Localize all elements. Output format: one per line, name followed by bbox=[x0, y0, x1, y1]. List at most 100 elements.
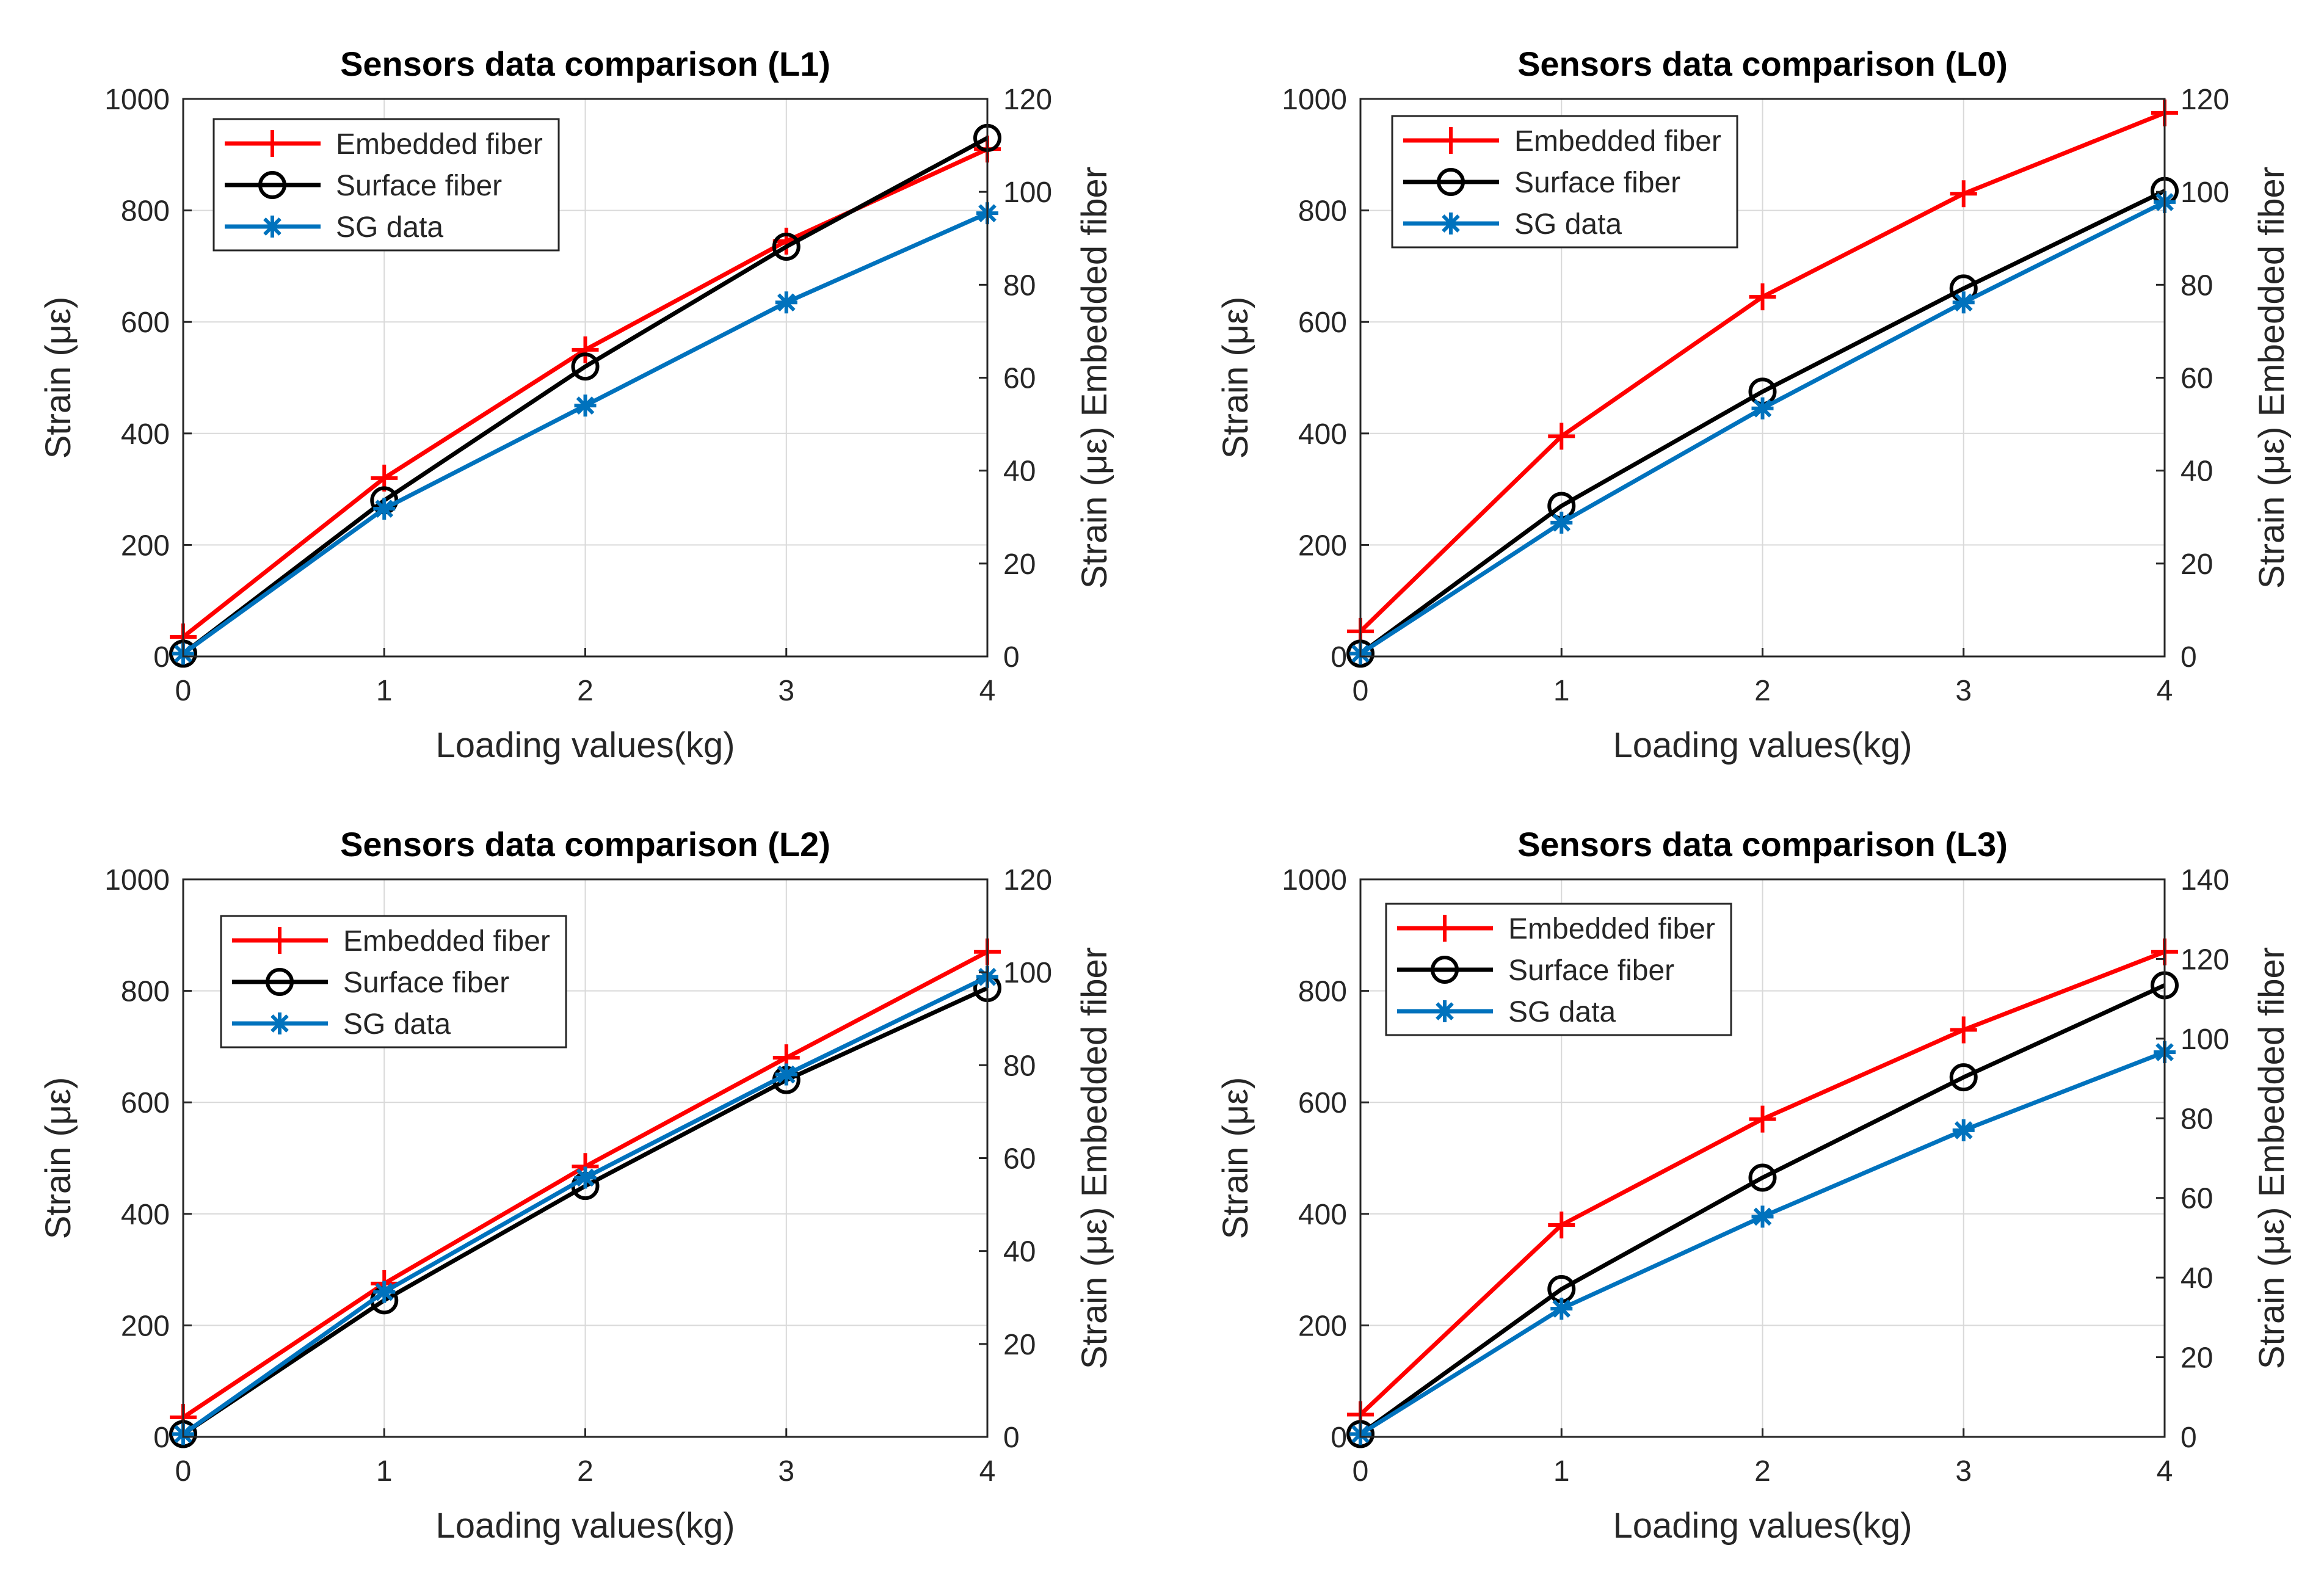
y-tick-label-right: 20 bbox=[2181, 548, 2213, 581]
y-tick-label-right: 140 bbox=[2181, 864, 2229, 896]
x-tick-label: 0 bbox=[175, 675, 192, 707]
y-tick-label-right: 120 bbox=[1003, 84, 1052, 116]
y-tick-label-right: 120 bbox=[2181, 84, 2229, 116]
y-tick-label-right: 0 bbox=[1003, 641, 1020, 674]
x-tick-label: 2 bbox=[1754, 675, 1771, 707]
legend-label: SG data bbox=[1514, 208, 1622, 241]
data-point-asterisk bbox=[373, 498, 396, 520]
data-point-asterisk bbox=[1952, 291, 1975, 314]
y-tick-label-right: 40 bbox=[2181, 1262, 2213, 1295]
y-tick-label-left: 400 bbox=[121, 418, 170, 451]
x-tick-label: 1 bbox=[1553, 1455, 1570, 1488]
legend: Embedded fiber Surface fiber SG data bbox=[220, 915, 567, 1049]
y-tick-label-left: 600 bbox=[1298, 307, 1347, 339]
legend-label: SG data bbox=[1508, 996, 1616, 1028]
series-line-circle bbox=[1359, 189, 2166, 656]
y-tick-label-right: 100 bbox=[1003, 957, 1052, 989]
x-tick-label: 0 bbox=[175, 1455, 192, 1488]
legend-label: Embedded fiber bbox=[343, 925, 550, 958]
legend: Embedded fiber Surface fiber SG data bbox=[212, 118, 560, 252]
y-tick-label-left: 800 bbox=[1298, 195, 1347, 228]
y-tick-label-right: 60 bbox=[1003, 1143, 1036, 1176]
data-point-asterisk bbox=[373, 1281, 396, 1303]
y-tick-label-left: 400 bbox=[1298, 418, 1347, 451]
x-tick-label: 3 bbox=[1955, 675, 1972, 707]
legend-marker-plus bbox=[1431, 915, 1458, 942]
y-tick-label-right: 60 bbox=[2181, 363, 2213, 395]
y-tick-label-right: 120 bbox=[2181, 943, 2229, 976]
chart-title: Sensors data comparison (L2) bbox=[340, 825, 830, 863]
y-axis-label-left: Strain (με) bbox=[38, 1077, 78, 1240]
x-tick-label: 4 bbox=[979, 675, 996, 707]
y-tick-label-right: 80 bbox=[1003, 1050, 1036, 1082]
y-axis-label-right: Strain (με) Embedded fiber bbox=[1075, 947, 1114, 1369]
legend-marker-asterisk bbox=[269, 1012, 291, 1034]
y-tick-label-left: 400 bbox=[121, 1199, 170, 1231]
y-tick-label-left: 200 bbox=[121, 1310, 170, 1342]
y-tick-label-right: 40 bbox=[1003, 1236, 1036, 1268]
x-tick-label: 3 bbox=[778, 675, 794, 707]
x-tick-label: 0 bbox=[1353, 675, 1369, 707]
y-tick-label-left: 200 bbox=[1298, 529, 1347, 562]
y-tick-label-right: 80 bbox=[1003, 269, 1036, 302]
chart-panel-3: 0 1 2 3 402004006008001000020406080100120Sen… bbox=[38, 825, 1114, 1546]
x-tick-label: 4 bbox=[2157, 1455, 2173, 1488]
legend-marker-asterisk bbox=[261, 216, 283, 238]
legend-label: SG data bbox=[336, 211, 443, 244]
x-axis-label: Loading values(kg) bbox=[1613, 1506, 1912, 1546]
legend-marker-plus bbox=[266, 927, 293, 954]
y-tick-label-left: 0 bbox=[153, 1422, 170, 1454]
x-tick-label: 3 bbox=[1955, 1455, 1972, 1488]
x-tick-label: 2 bbox=[577, 1455, 594, 1488]
legend-marker-asterisk bbox=[1440, 213, 1462, 234]
data-point-circle bbox=[1949, 1063, 1978, 1092]
y-axis-label-left: Strain (με) bbox=[1216, 1077, 1255, 1240]
y-tick-label-left: 800 bbox=[121, 976, 170, 1008]
x-tick-label: 4 bbox=[2157, 675, 2173, 707]
chart-title: Sensors data comparison (L1) bbox=[340, 45, 830, 83]
y-tick-label-right: 0 bbox=[2181, 1422, 2197, 1454]
x-tick-label: 2 bbox=[1754, 1455, 1771, 1488]
data-point-plus bbox=[572, 336, 599, 363]
chart-panel-1: 0 1 2 3 402004006008001000020406080100120Sen… bbox=[38, 45, 1114, 765]
legend: Embedded fiber Surface fiber SG data bbox=[1391, 115, 1738, 249]
data-point-plus bbox=[1749, 283, 1776, 311]
data-point-plus bbox=[1950, 1016, 1977, 1044]
chart-title: Sensors data comparison (L0) bbox=[1517, 45, 2008, 83]
y-tick-label-left: 0 bbox=[1331, 1422, 1347, 1454]
legend-label: Embedded fiber bbox=[336, 128, 543, 161]
y-tick-label-right: 80 bbox=[2181, 269, 2213, 302]
legend-label: Embedded fiber bbox=[1514, 125, 1721, 158]
data-point-plus bbox=[1950, 180, 1977, 208]
x-tick-label: 1 bbox=[1553, 675, 1570, 707]
x-tick-label: 4 bbox=[979, 1455, 996, 1488]
data-point-asterisk bbox=[1550, 511, 1573, 534]
x-axis-label: Loading values(kg) bbox=[435, 1506, 735, 1546]
chart-title: Sensors data comparison (L3) bbox=[1517, 825, 2008, 863]
y-tick-label-left: 1000 bbox=[1282, 864, 1347, 896]
y-axis-label-left: Strain (με) bbox=[1216, 297, 1255, 459]
y-tick-label-right: 40 bbox=[2181, 456, 2213, 488]
y-tick-label-right: 100 bbox=[1003, 176, 1052, 209]
x-tick-label: 0 bbox=[1353, 1455, 1369, 1488]
y-tick-label-right: 20 bbox=[1003, 548, 1036, 581]
legend-marker-plus bbox=[1437, 127, 1464, 154]
legend-label: Surface fiber bbox=[1508, 954, 1674, 987]
y-tick-label-right: 100 bbox=[2181, 1023, 2229, 1056]
data-point-asterisk bbox=[1550, 1298, 1573, 1320]
legend-label: Surface fiber bbox=[1514, 167, 1680, 199]
legend-marker-plus bbox=[259, 130, 286, 157]
y-tick-label-right: 20 bbox=[1003, 1329, 1036, 1361]
legend-label: Embedded fiber bbox=[1508, 913, 1715, 945]
legend-label: SG data bbox=[343, 1008, 451, 1041]
x-axis-label: Loading values(kg) bbox=[435, 725, 735, 765]
y-tick-label-left: 1000 bbox=[1282, 84, 1347, 116]
x-tick-label: 2 bbox=[577, 675, 594, 707]
data-point-asterisk bbox=[775, 1063, 797, 1086]
chart-panel-4: 0 1 2 3 402004006008001000020406080100120140… bbox=[1216, 825, 2292, 1546]
series-line-circle bbox=[1359, 983, 2166, 1436]
y-axis-label-left: Strain (με) bbox=[38, 297, 78, 459]
y-axis-label-right: Strain (με) Embedded fiber bbox=[2252, 947, 2292, 1369]
y-tick-label-left: 200 bbox=[1298, 1310, 1347, 1342]
